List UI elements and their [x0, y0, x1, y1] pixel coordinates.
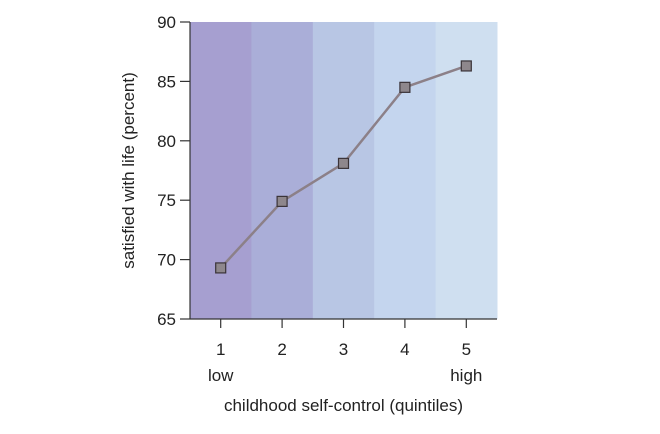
x-axis-title: childhood self-control (quintiles) [224, 396, 463, 415]
data-point-marker [399, 81, 411, 93]
data-point-marker [460, 60, 472, 72]
band-2 [251, 22, 314, 319]
x-tick-sublabel-high: high [450, 366, 482, 385]
band-3 [312, 22, 375, 319]
x-axis-ticks: 1 low 2 3 4 5 high [208, 319, 482, 385]
x-tick-label: 5 [462, 340, 471, 359]
band-1 [190, 22, 252, 319]
background-bands [190, 22, 498, 319]
y-tick-label: 80 [157, 132, 176, 151]
y-tick-label: 65 [157, 310, 176, 329]
data-point-marker [337, 157, 350, 169]
data-point-marker [276, 195, 288, 207]
y-tick-label: 85 [157, 72, 176, 91]
series-line-group [215, 60, 472, 274]
x-tick-sublabel-low: low [208, 366, 234, 385]
y-tick-label: 75 [157, 191, 176, 210]
y-axis-ticks: 65 70 75 80 85 90 [157, 13, 190, 329]
x-tick-label: 3 [339, 340, 348, 359]
y-tick-label: 70 [157, 251, 176, 270]
data-point-marker [215, 262, 227, 274]
x-tick-label: 4 [400, 340, 409, 359]
band-4 [374, 22, 437, 319]
y-tick-label: 90 [157, 13, 176, 32]
x-tick-label: 2 [277, 340, 286, 359]
y-axis-title: satisfied with life (percent) [119, 72, 138, 269]
x-tick-label: 1 [216, 340, 225, 359]
